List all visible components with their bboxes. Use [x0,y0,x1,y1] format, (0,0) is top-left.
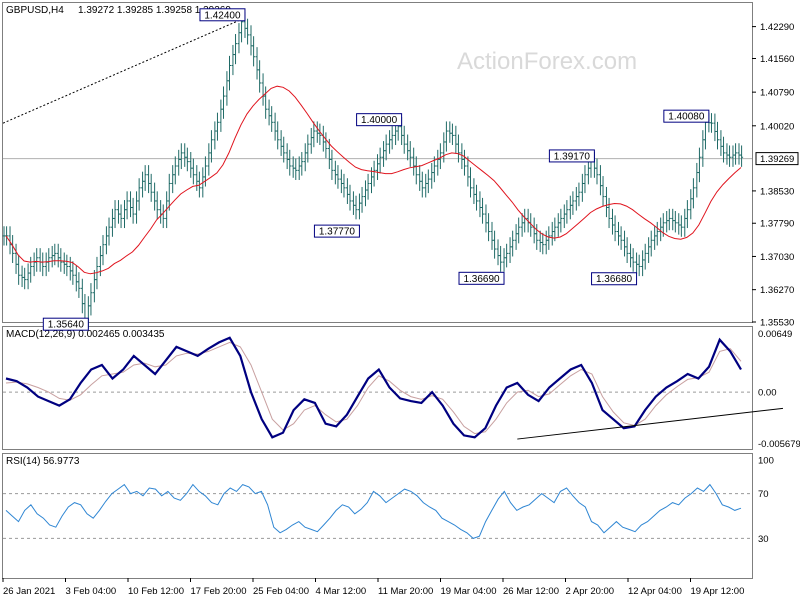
price-annotation-label: 1.39170 [554,151,591,162]
rsi-line [5,483,742,539]
y-axis-labels: 1.42290 1.41560 1.40790 1.40020 1.39269 1.385… [752,22,800,545]
price-annotation-box [199,8,246,22]
price-panel-frame [2,2,753,323]
price-annotation-label: 1.37770 [319,227,356,238]
x-tick-label: 12 Apr 04:00 [628,586,682,597]
rsi-tick-label: 100 [758,456,774,467]
rsi-tick-label: 30 [758,534,769,545]
x-tick-label: 17 Feb 20:00 [191,586,247,597]
rsi-panel-frame [2,453,753,579]
macd-title: MACD(12,26,9) 0.002465 0.003435 [6,329,165,340]
macd-tick-label: 0.00 [758,388,777,399]
price-annotation-box [663,109,710,123]
price-tick-label: 1.40790 [760,88,794,99]
rsi-title: RSI(14) 56.9773 [6,456,80,467]
x-tick-label: 2 Apr 20:00 [566,586,615,597]
price-annotation-box [458,271,505,285]
price-annotation-label: 1.42400 [204,10,241,21]
price-tick-label: 1.37030 [760,252,794,263]
x-tick-label: 3 Feb 04:00 [66,586,117,597]
macd-tick-label: -0.005679 [758,439,800,450]
macd-signal-line [5,341,742,435]
price-annotation-label: 1.40000 [361,115,398,126]
macd-trendline [517,407,784,440]
x-tick-label: 25 Feb 04:00 [253,586,309,597]
price-annotation-label: 1.35640 [48,320,85,331]
ohlc-label: 1.39272 1.39285 1.39258 1.39269 [78,5,231,16]
price-tick-label: 1.36270 [760,285,794,296]
macd-main-line [5,336,742,439]
current-price-label: 1.39269 [760,154,794,165]
x-tick-label: 19 Mar 04:00 [441,586,497,597]
price-annotation-label: 1.40080 [668,112,705,123]
price-tick-label: 1.35530 [760,318,794,329]
macd-tick-label: 0.00649 [758,329,792,340]
price-annotation-box [356,113,403,127]
price-annotations: 1.42400 1.35640 1.37770 1.40000 1.36690 1.391… [2,8,710,331]
x-tick-label: 11 Mar 20:00 [378,586,433,597]
x-axis-labels: 26 Jan 2021 3 Feb 04:00 10 Feb 12:00 17 Feb… [2,578,745,597]
moving-average-series [5,85,742,275]
price-tick-label: 1.37790 [760,219,794,230]
watermark: ActionForex.com [457,48,637,75]
macd-series [3,336,784,440]
price-tick-label: 1.42290 [760,22,794,33]
price-annotation-box [548,149,595,163]
rsi-series [3,483,752,539]
x-tick-label: 26 Mar 12:00 [503,586,559,597]
price-annotation-label: 1.36680 [596,274,633,285]
price-tick-label: 1.40020 [760,121,794,132]
price-annotation-box [42,317,89,331]
macd-panel-frame [2,326,753,450]
price-tick-label: 1.41560 [760,54,794,65]
x-tick-label: 19 Apr 12:00 [691,586,745,597]
price-annotation-box [313,224,360,238]
x-tick-label: 26 Jan 2021 [3,586,55,597]
price-tick-label: 1.38530 [760,186,794,197]
x-tick-label: 4 Mar 12:00 [316,586,367,597]
dotted-trendline [2,19,242,124]
price-series [2,12,744,329]
price-annotation-box [591,272,638,286]
symbol-label: GBPUSD,H4 [6,5,64,16]
current-price-box [755,152,799,166]
rsi-tick-label: 70 [758,489,769,500]
price-annotation-label: 1.36690 [463,274,500,285]
moving-average-line [5,85,742,275]
x-tick-label: 10 Feb 12:00 [128,586,184,597]
